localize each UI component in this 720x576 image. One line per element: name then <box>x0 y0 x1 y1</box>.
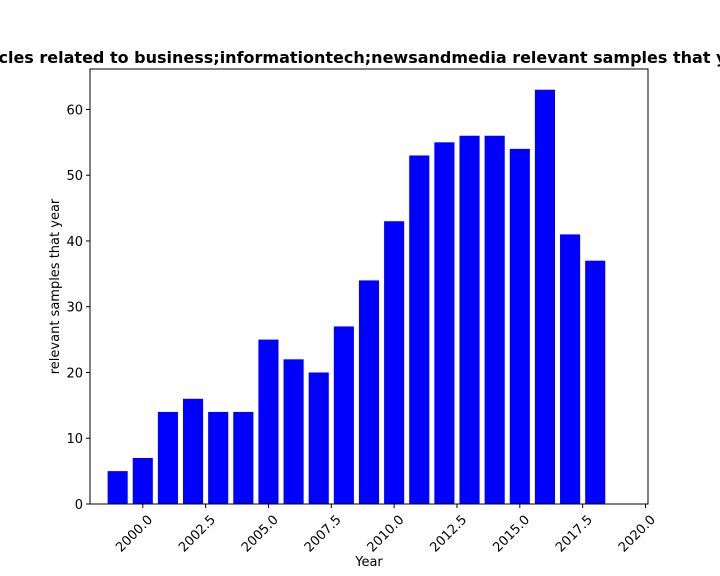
y-axis-ticks: 0 10 20 30 40 50 60 <box>66 103 90 513</box>
y-tick-label: 10 <box>66 432 83 447</box>
bar-2011 <box>409 155 430 504</box>
x-tick-label: 2002.5 <box>176 513 219 556</box>
y-tick-label: 20 <box>66 366 83 381</box>
bar-2017 <box>560 234 581 504</box>
y-axis-label: relevant samples that year <box>48 198 63 374</box>
bar-2007 <box>308 372 329 504</box>
chart-title: Number of articles related to business;i… <box>0 48 720 67</box>
x-tick-label: 2000.0 <box>113 513 156 556</box>
x-tick-label: 2007.5 <box>302 513 345 556</box>
y-tick-label: 0 <box>75 498 83 513</box>
x-tick-label: 2020.0 <box>616 513 659 556</box>
bar-2014 <box>484 135 505 504</box>
x-tick-label: 2010.0 <box>365 513 408 556</box>
bar-2015 <box>509 148 530 505</box>
bar-1999 <box>107 471 128 504</box>
y-tick-label: 50 <box>66 169 83 184</box>
y-tick-label: 60 <box>66 103 83 118</box>
x-tick-label: 2017.5 <box>553 513 596 556</box>
bars-group <box>107 89 606 505</box>
x-tick-label: 2012.5 <box>427 513 470 556</box>
bar-2010 <box>384 221 405 504</box>
x-tick-label: 2005.0 <box>239 513 282 556</box>
bar-2002 <box>183 398 204 504</box>
bar-2005 <box>258 339 279 504</box>
bar-2001 <box>157 411 178 504</box>
bar-2013 <box>459 135 480 504</box>
x-axis-ticks: 2000.0 2002.5 2005.0 2007.5 2010.0 2012.5 2015… <box>113 504 659 556</box>
x-axis-label: Year <box>354 555 383 570</box>
y-tick-label: 30 <box>66 301 83 316</box>
plot-frame <box>89 68 649 505</box>
x-tick-label: 2015.0 <box>490 513 533 556</box>
bar-2016 <box>534 89 555 504</box>
bar-2018 <box>585 260 606 504</box>
bar-2009 <box>358 280 380 504</box>
bar-2006 <box>283 359 304 504</box>
bar-2012 <box>434 142 455 504</box>
bar-2000 <box>132 457 153 504</box>
bar-2003 <box>208 411 229 504</box>
bar-2008 <box>333 326 354 504</box>
y-tick-label: 40 <box>66 235 83 250</box>
bar-2004 <box>233 411 254 504</box>
